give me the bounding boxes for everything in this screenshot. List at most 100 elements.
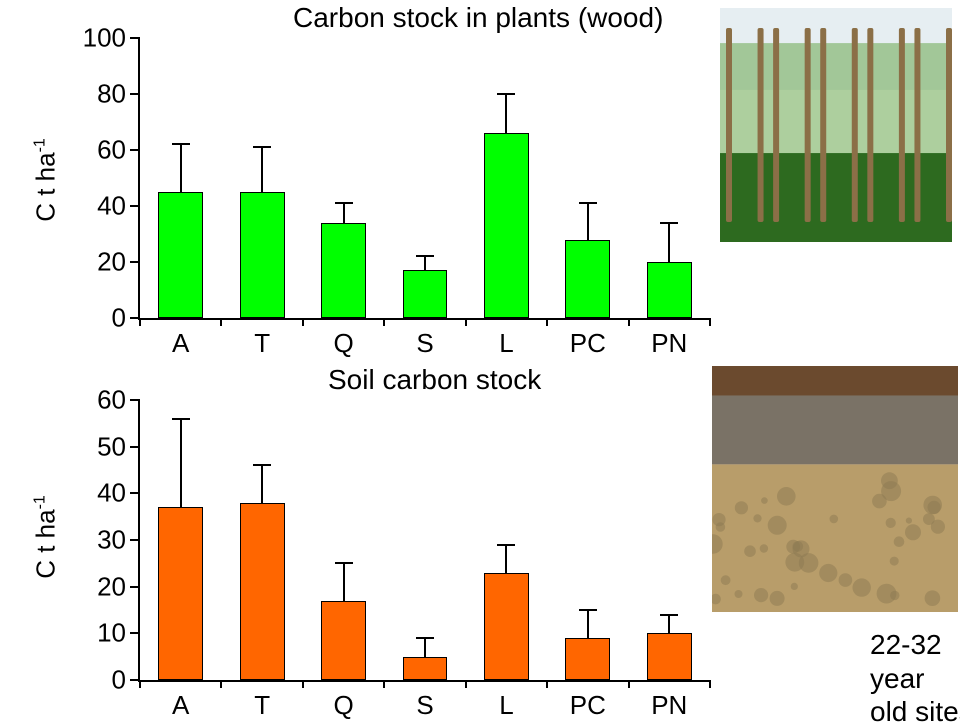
- errorbar-cap: [172, 418, 190, 420]
- errorbar-cap: [579, 609, 597, 611]
- y-tick-label: 0: [112, 665, 126, 696]
- y-tick-label: 40: [97, 478, 126, 509]
- ylabel-bottom: C t ha-1: [30, 495, 61, 579]
- caption-line2: year: [870, 662, 960, 696]
- errorbar-stem: [668, 615, 670, 634]
- y-tick: [130, 93, 140, 95]
- errorbar-stem: [505, 545, 507, 573]
- x-tick: [465, 318, 467, 326]
- errorbar-cap: [253, 146, 271, 148]
- errorbar-cap: [416, 637, 434, 639]
- x-category-label: PN: [651, 328, 687, 359]
- plot-frame-top: 020406080100ATQSLPCPN: [138, 38, 710, 320]
- x-category-label: L: [499, 690, 513, 721]
- errorbar-cap: [660, 614, 678, 616]
- y-tick: [130, 261, 140, 263]
- bar: [158, 192, 203, 318]
- bar: [647, 633, 692, 680]
- bar: [647, 262, 692, 318]
- y-tick-label: 40: [97, 191, 126, 222]
- x-tick: [546, 318, 548, 326]
- caption-sites-age: 22-32 year old sites: [870, 628, 960, 728]
- x-tick: [302, 318, 304, 326]
- bar: [403, 270, 448, 318]
- errorbar-stem: [261, 465, 263, 502]
- bar: [321, 223, 366, 318]
- bar: [565, 240, 610, 318]
- x-tick: [709, 318, 711, 326]
- errorbar-cap: [660, 222, 678, 224]
- x-category-label: PC: [570, 328, 606, 359]
- errorbar-stem: [180, 144, 182, 192]
- bar: [565, 638, 610, 680]
- errorbar-stem: [587, 610, 589, 638]
- y-tick-label: 100: [83, 23, 126, 54]
- axis-area-top: Carbon stock in plants (wood) 0204060801…: [78, 0, 650, 282]
- x-category-label: T: [254, 690, 270, 721]
- errorbar-stem: [587, 203, 589, 239]
- ylabel-top: C t ha-1: [30, 138, 61, 222]
- errorbar-stem: [668, 223, 670, 262]
- errorbar-cap: [335, 202, 353, 204]
- y-tick: [130, 399, 140, 401]
- errorbar-stem: [505, 94, 507, 133]
- y-tick: [130, 586, 140, 588]
- y-tick-label: 60: [97, 385, 126, 416]
- errorbar-stem: [424, 256, 426, 270]
- errorbar-stem: [180, 419, 182, 508]
- y-tick-label: 30: [97, 525, 126, 556]
- x-category-label: Q: [333, 328, 353, 359]
- bar: [484, 573, 529, 680]
- y-tick-label: 60: [97, 135, 126, 166]
- y-tick: [130, 205, 140, 207]
- x-tick: [465, 680, 467, 688]
- errorbar-stem: [343, 563, 345, 600]
- errorbar-cap: [579, 202, 597, 204]
- forest-photo: [720, 8, 952, 242]
- x-tick: [383, 318, 385, 326]
- y-tick: [130, 37, 140, 39]
- x-category-label: S: [416, 690, 433, 721]
- bar: [321, 601, 366, 680]
- caption-line1: 22-32: [870, 628, 960, 662]
- y-tick: [130, 149, 140, 151]
- y-tick: [130, 492, 140, 494]
- y-tick-label: 50: [97, 431, 126, 462]
- x-category-label: PC: [570, 690, 606, 721]
- axis-area-bottom: Soil carbon stock 0102030405060ATQSLPCPN: [78, 362, 650, 644]
- x-tick: [220, 318, 222, 326]
- y-tick: [130, 632, 140, 634]
- bar: [484, 133, 529, 318]
- errorbar-stem: [343, 203, 345, 223]
- errorbar-stem: [424, 638, 426, 657]
- x-tick: [709, 680, 711, 688]
- caption-line3: old sites: [870, 695, 960, 728]
- errorbar-cap: [253, 464, 271, 466]
- x-category-label: A: [172, 690, 189, 721]
- y-tick: [130, 539, 140, 541]
- chart-title-bottom: Soil carbon stock: [328, 364, 541, 396]
- x-tick: [139, 680, 141, 688]
- x-tick: [383, 680, 385, 688]
- x-category-label: PN: [651, 690, 687, 721]
- x-tick: [628, 318, 630, 326]
- y-tick: [130, 446, 140, 448]
- y-tick-label: 20: [97, 247, 126, 278]
- x-category-label: T: [254, 328, 270, 359]
- y-tick-label: 10: [97, 618, 126, 649]
- bar: [158, 507, 203, 680]
- x-tick: [139, 318, 141, 326]
- x-tick: [546, 680, 548, 688]
- bar: [240, 503, 285, 680]
- x-category-label: A: [172, 328, 189, 359]
- x-category-label: Q: [333, 690, 353, 721]
- bar: [403, 657, 448, 680]
- x-tick: [628, 680, 630, 688]
- y-tick-label: 80: [97, 79, 126, 110]
- errorbar-cap: [497, 544, 515, 546]
- soil-profile-photo: [712, 366, 958, 612]
- x-tick: [302, 680, 304, 688]
- y-tick-label: 0: [112, 303, 126, 334]
- x-category-label: S: [416, 328, 433, 359]
- bar: [240, 192, 285, 318]
